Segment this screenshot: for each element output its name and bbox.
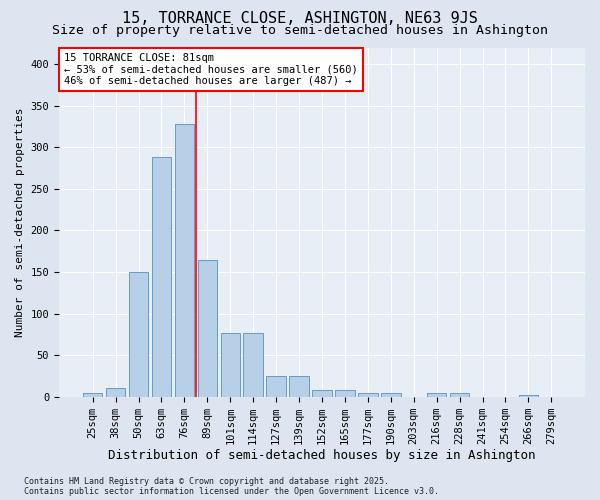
Bar bbox=[244, 332, 263, 396]
Bar bbox=[381, 394, 401, 396]
Bar bbox=[312, 390, 332, 396]
Bar bbox=[266, 376, 286, 396]
Bar bbox=[450, 394, 469, 396]
Bar bbox=[335, 390, 355, 396]
Bar bbox=[106, 388, 125, 396]
Y-axis label: Number of semi-detached properties: Number of semi-detached properties bbox=[15, 108, 25, 337]
Bar bbox=[427, 394, 446, 396]
Text: Size of property relative to semi-detached houses in Ashington: Size of property relative to semi-detach… bbox=[52, 24, 548, 37]
Bar bbox=[358, 394, 377, 396]
Bar bbox=[175, 124, 194, 396]
Bar bbox=[129, 272, 148, 396]
Bar bbox=[221, 332, 240, 396]
Bar bbox=[83, 392, 103, 396]
Bar bbox=[289, 376, 309, 396]
Text: 15, TORRANCE CLOSE, ASHINGTON, NE63 9JS: 15, TORRANCE CLOSE, ASHINGTON, NE63 9JS bbox=[122, 11, 478, 26]
X-axis label: Distribution of semi-detached houses by size in Ashington: Distribution of semi-detached houses by … bbox=[108, 450, 536, 462]
Text: Contains HM Land Registry data © Crown copyright and database right 2025.
Contai: Contains HM Land Registry data © Crown c… bbox=[24, 476, 439, 496]
Text: 15 TORRANCE CLOSE: 81sqm
← 53% of semi-detached houses are smaller (560)
46% of : 15 TORRANCE CLOSE: 81sqm ← 53% of semi-d… bbox=[64, 52, 358, 86]
Bar bbox=[152, 158, 171, 396]
Bar bbox=[197, 260, 217, 396]
Bar bbox=[518, 395, 538, 396]
